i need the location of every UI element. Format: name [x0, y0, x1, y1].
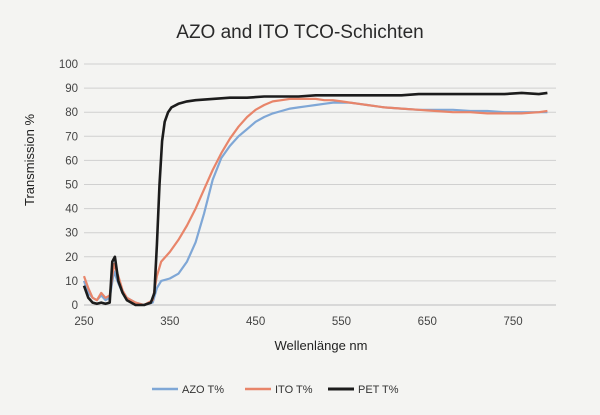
x-tick-label: 550 [332, 316, 351, 328]
y-tick-label: 70 [65, 131, 78, 143]
x-tick-label: 450 [246, 316, 265, 328]
legend-label: PET T% [358, 384, 399, 396]
legend-item-ito: ITO T% [245, 384, 313, 396]
x-tick-label: 350 [160, 316, 179, 328]
y-tick-label: 80 [65, 107, 78, 119]
y-tick-label: 10 [65, 276, 78, 288]
x-tick-label: 250 [74, 316, 93, 328]
series-line-ito [82, 97, 548, 307]
legend-item-azo: AZO T% [152, 384, 224, 396]
series-lines [82, 91, 548, 307]
series-line-pet [82, 91, 548, 307]
legend-item-pet: PET T% [328, 384, 399, 396]
y-tick-label: 20 [65, 252, 78, 264]
y-tick-label: 60 [65, 155, 78, 167]
legend-label: AZO T% [182, 384, 224, 396]
y-tick-label: 90 [65, 83, 78, 95]
legend-label: ITO T% [275, 384, 313, 396]
x-axis-label: Wellenlänge nm [275, 338, 368, 353]
y-tick-labels: 0 10 20 30 40 50 60 70 80 90 100 [59, 59, 78, 312]
y-tick-label: 50 [65, 180, 78, 192]
y-axis-label: Transmission % [22, 114, 37, 206]
x-tick-labels: 250 350 450 550 650 750 [74, 316, 522, 328]
y-tick-label: 0 [72, 300, 78, 312]
series-line-azo [82, 101, 548, 307]
y-tick-label: 100 [59, 59, 78, 71]
y-tick-label: 30 [65, 228, 78, 240]
x-tick-label: 750 [503, 316, 522, 328]
y-tick-label: 40 [65, 204, 78, 216]
legend: AZO T% ITO T% PET T% [152, 384, 399, 396]
x-tick-label: 650 [418, 316, 437, 328]
chart-title: AZO and ITO TCO-Schichten [176, 22, 423, 43]
